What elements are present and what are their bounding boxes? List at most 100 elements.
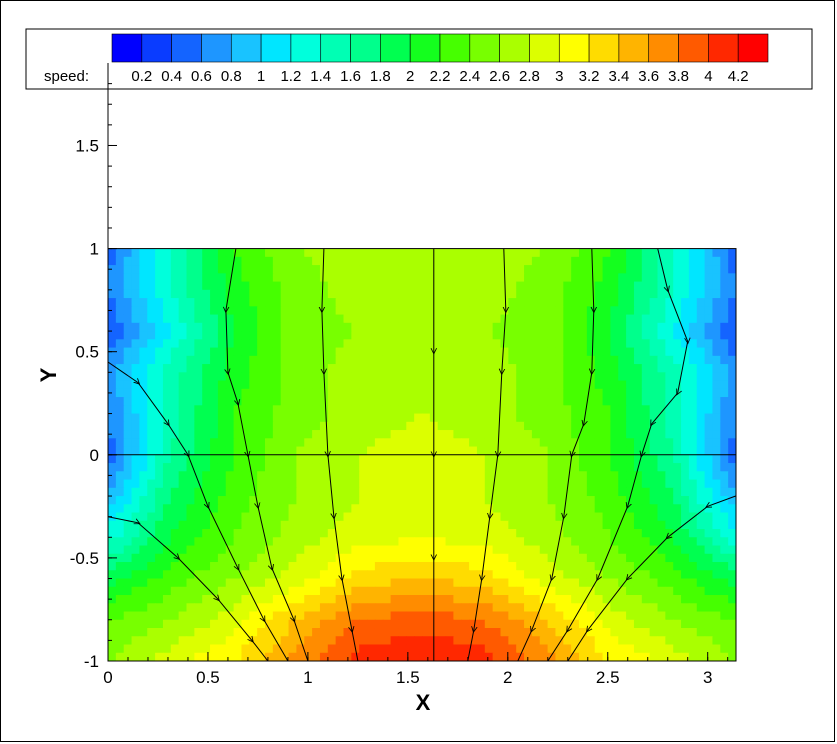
field-cell [312,380,321,390]
field-cell [367,331,376,340]
field-cell [484,603,494,613]
field-cell [476,504,486,514]
field-cell [555,397,564,406]
field-cell [155,331,164,340]
field-cell [704,281,714,291]
legend-level-label: 2.2 [430,68,451,85]
field-cell [516,314,525,324]
field-cell [610,471,619,481]
field-cell [272,364,282,373]
field-cell [461,331,470,340]
field-cell [406,248,415,258]
field-cell [123,652,133,661]
field-cell [139,331,148,340]
field-cell [233,479,243,489]
field-cell [437,454,447,464]
field-cell [123,405,133,415]
field-cell [453,397,462,406]
field-cell [539,471,549,481]
field-cell [531,388,541,398]
field-cell [649,504,659,514]
field-cell [673,487,682,497]
field-cell [531,306,541,316]
field-cell [610,289,619,299]
field-cell [681,570,690,580]
field-cell [115,529,125,538]
field-cell [210,487,219,497]
field-cell [508,619,517,629]
field-cell [508,496,517,505]
field-cell [602,347,611,357]
field-cell [304,603,313,613]
field-cell [225,298,235,307]
field-cell [272,298,282,307]
field-cell [312,595,321,604]
field-cell [406,380,415,390]
field-cell [524,603,533,613]
field-cell [108,570,117,580]
legend-swatch [350,33,381,63]
field-cell [571,520,580,530]
field-cell [249,397,258,406]
field-cell [194,504,203,514]
field-cell [610,570,619,580]
field-cell [453,562,462,571]
field-cell [249,562,258,571]
legend-swatch [618,33,650,63]
field-cell [210,314,219,324]
field-cell [500,438,509,448]
field-cell [547,545,557,555]
field-cell [210,322,219,332]
field-cell [108,479,117,489]
field-cell [422,611,431,621]
field-cell [673,281,682,291]
field-cell [602,644,611,654]
field-cell [257,372,266,382]
field-cell [343,545,352,555]
field-cell [704,421,714,431]
field-cell [641,306,651,316]
field-cell [162,611,172,621]
field-cell [312,471,321,481]
field-cell [296,537,305,547]
y-tick-label: -1 [84,652,99,671]
legend-swatch [737,33,769,63]
field-cell [359,487,368,497]
field-cell [359,479,368,489]
field-cell [178,636,188,646]
field-cell [649,265,659,274]
field-cell [123,430,133,439]
field-cell [178,281,188,291]
field-cell [147,611,156,621]
field-cell [531,463,541,472]
field-cell [123,446,133,456]
field-cell [398,570,407,580]
field-cell [210,545,219,555]
field-cell [469,331,478,340]
field-cell [202,306,211,316]
field-cell [280,413,290,423]
field-cell [374,256,384,266]
field-cell [461,603,470,613]
field-cell [728,273,736,283]
field-cell [265,405,274,415]
field-cell [304,611,313,621]
field-cell [461,471,470,481]
field-cell [108,545,117,555]
field-cell [202,256,211,266]
field-cell [178,430,188,439]
field-cell [194,281,203,291]
field-cell [461,380,470,390]
field-cell [422,397,431,406]
field-cell [610,256,619,266]
field-cell [217,413,227,423]
field-cell [555,265,564,274]
field-cell [563,529,572,538]
field-cell [712,529,721,538]
field-cell [555,413,564,423]
field-cell [304,628,313,637]
field-cell [626,463,635,472]
field-cell [131,438,140,448]
field-cell [217,586,227,596]
field-cell [696,405,706,415]
